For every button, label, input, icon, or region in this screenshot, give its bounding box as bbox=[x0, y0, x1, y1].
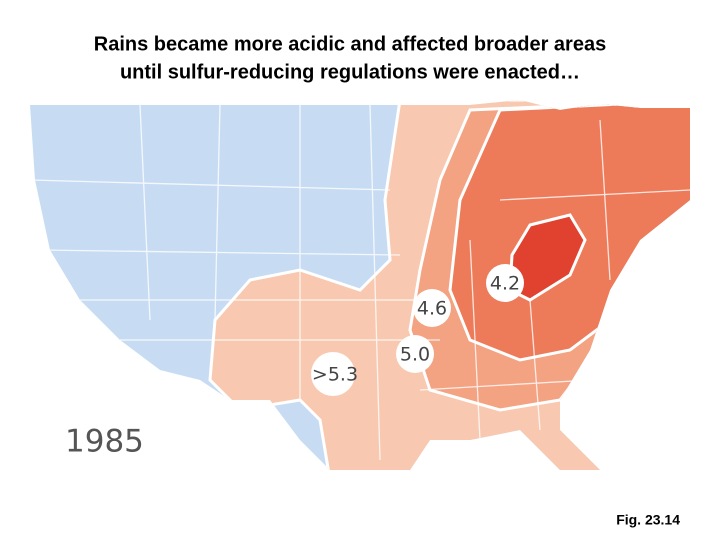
zone-label: 4.2 bbox=[490, 273, 520, 295]
zone-fill bbox=[508, 213, 587, 302]
map: 4.2 4.6 5.0 >5.3 1985 bbox=[30, 100, 690, 470]
zone-marker bbox=[486, 264, 524, 302]
zone-label: >5.3 bbox=[312, 364, 358, 386]
map-year: 1985 bbox=[65, 424, 144, 460]
zone-label: 4.6 bbox=[417, 298, 447, 320]
zone-label: 5.0 bbox=[400, 344, 430, 366]
state-borders bbox=[30, 104, 690, 461]
zone-marker bbox=[396, 335, 434, 373]
zone-marker bbox=[311, 352, 355, 396]
zone-marker bbox=[413, 289, 451, 327]
title-line: Rains became more acidic and affected br… bbox=[94, 33, 606, 55]
title-line: until sulfur-reducing regulations were e… bbox=[120, 61, 580, 83]
figure-caption: Fig. 23.14 bbox=[616, 512, 680, 528]
